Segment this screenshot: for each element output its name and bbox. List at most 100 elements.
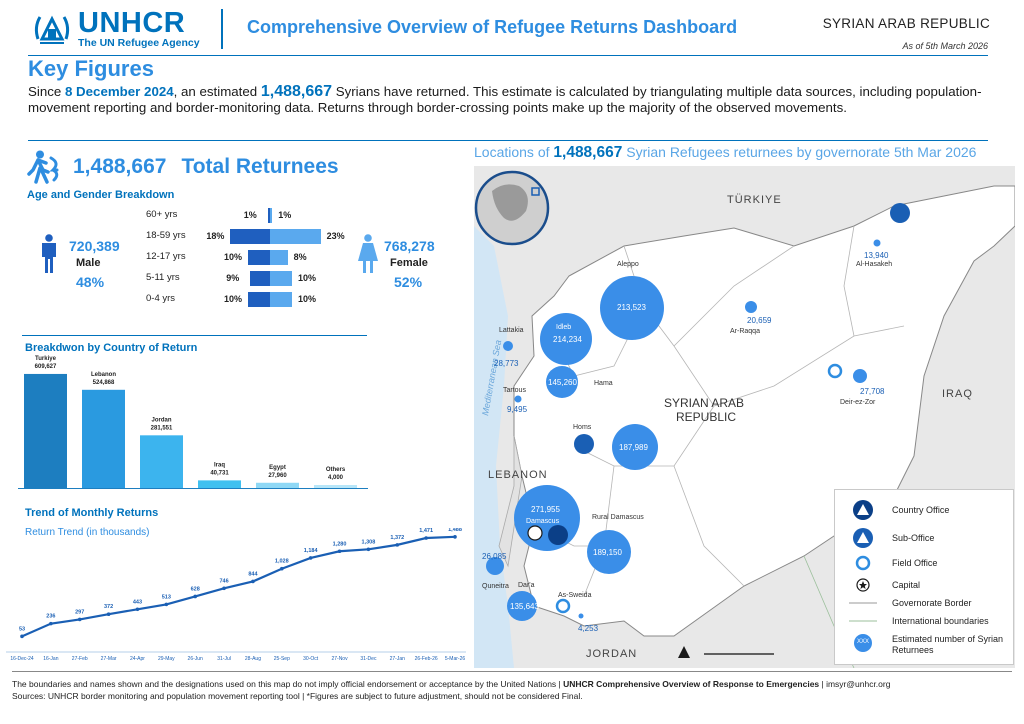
country-name-label: Lebanon (91, 372, 116, 378)
trend-point (135, 607, 140, 612)
footer-rule (12, 671, 1012, 672)
footer: The boundaries and names shown and the d… (12, 678, 890, 702)
male-summary: 720,389 Male 48% (34, 232, 134, 292)
map-title-part2: Syrian Refugees returnees by governorate… (622, 144, 977, 160)
footer-email: | imsyr@unhcr.org (819, 679, 891, 689)
deir-field-office-icon[interactable] (827, 363, 843, 379)
trend-point (49, 621, 53, 626)
total-number: 1,488,667 (73, 155, 167, 178)
bubble-hama[interactable] (546, 366, 578, 398)
country-name-label: Turkiye (35, 356, 57, 362)
trend-value-label: 53 (19, 626, 25, 632)
trend-value-label: 236 (46, 614, 55, 620)
female-label: Female (390, 257, 428, 269)
age-group-label: 18-59 yrs (146, 230, 186, 241)
age-group-label: 5-11 yrs (146, 272, 180, 283)
total-returnees: 1,488,667 Total Returnees (27, 150, 339, 184)
female-pct-label: 8% (293, 252, 307, 262)
male-bar (248, 250, 270, 265)
kf-text-part2: , an estimated (173, 84, 261, 99)
footer-bold: UNHCR Comprehensive Overview of Response… (563, 679, 820, 689)
trend-value-label: 628 (191, 586, 200, 592)
legend-field-office-icon (855, 555, 871, 571)
bubble-daraa[interactable] (507, 591, 537, 621)
trend-value-label: 1,308 (362, 539, 376, 545)
country-value-label: 609,627 (35, 364, 57, 370)
trend-x-tick-label: 30-Oct (303, 656, 319, 662)
legend-estimate-symbol: XXX (857, 639, 870, 645)
legend-field-office: Field Office (892, 558, 938, 568)
bubble-as-sweida[interactable] (578, 613, 584, 619)
bubble-rural-damascus[interactable] (587, 530, 631, 574)
female-pct-label: 10% (298, 294, 317, 304)
value-al-hasakeh: 13,940 (864, 251, 889, 260)
value-ar-raqqa: 20,659 (747, 316, 772, 325)
trend-x-tick-label: 28-Aug (245, 656, 261, 662)
header-rule (28, 55, 988, 56)
bubble-tartous[interactable] (514, 395, 522, 403)
north-arrow-icon (678, 646, 690, 658)
kf-text-part3: Syrians have returned. This estimate is … (28, 84, 982, 115)
trend-value-label: 1,471 (419, 528, 433, 534)
map-title-number: 1,488,667 (553, 144, 623, 161)
trend-line-chart: 53 16-Dec-24 236 16-Jan 297 27-Feb 372 27-Mar 44… (6, 528, 466, 662)
name-deir-ez-zor: Deir-ez-Zor (840, 399, 876, 406)
map-title: Locations of 1,488,667 Syrian Refugees r… (474, 144, 976, 162)
value-hama: 145,260 (548, 378, 577, 387)
trend-x-tick-label: 5-Mar-26 (445, 656, 466, 662)
female-pct-label: 10% (298, 273, 317, 283)
trend-point (77, 617, 82, 622)
hasakeh-sub-office-icon[interactable] (890, 203, 910, 223)
female-pct-label: 1% (278, 210, 292, 220)
map-legend: Country Office Sub-Office Field Office C… (834, 489, 1014, 665)
legend-capital: Capital (892, 580, 921, 590)
trend-x-tick-label: 27-Jan (390, 656, 406, 662)
legend-country-office: Country Office (892, 505, 950, 515)
bubble-homs[interactable] (612, 424, 658, 470)
map-canvas: TÜRKIYE IRAQ LEBANON JORDAN SYRIAN ARAB … (474, 166, 1015, 668)
female-bar (270, 229, 321, 244)
female-bar (270, 208, 273, 223)
trend-value-label: 443 (133, 599, 142, 605)
country-name-label: Iraq (214, 462, 225, 468)
name-al-hasakeh: Al-Hasakeh (856, 261, 892, 268)
male-pct-label: 1% (243, 210, 257, 220)
country-value-label: 4,000 (328, 475, 344, 481)
bubble-aleppo[interactable] (600, 276, 664, 340)
bubble-idleb[interactable] (540, 313, 592, 365)
sweida-field-office-icon[interactable] (555, 598, 571, 614)
bubble-lattakia[interactable] (503, 341, 513, 351)
kf-number: 1,488,667 (260, 83, 333, 100)
trend-point (308, 556, 313, 560)
bubble-al-hasakeh[interactable] (873, 239, 881, 247)
male-pct-label: 18% (206, 231, 225, 241)
key-figures-rule (28, 140, 988, 141)
male-bar (230, 229, 270, 244)
legend-bubble-icon (854, 634, 872, 652)
bubble-deir-ez-zor[interactable] (853, 369, 867, 383)
damascus-country-office-icon[interactable] (548, 525, 568, 545)
trend-value-label: 1,488 (448, 528, 462, 533)
bubble-ar-raqqa[interactable] (745, 301, 757, 313)
globe-land (492, 184, 528, 221)
male-bar (267, 208, 270, 223)
value-daraa: 135,643 (510, 602, 539, 611)
male-pct-label: 9% (226, 273, 240, 283)
age-group-label: 60+ yrs (146, 209, 178, 220)
trend-value-label: 746 (219, 578, 228, 584)
footer-line1: The boundaries and names shown and the d… (12, 678, 890, 690)
bubble-quneitra[interactable] (486, 557, 504, 575)
trend-point (20, 634, 24, 639)
trend-point (280, 566, 284, 571)
trend-point (337, 549, 342, 554)
female-summary: 768,278 Female 52% (355, 232, 465, 292)
value-idleb: 214,234 (553, 335, 582, 344)
value-as-sweida: 4,253 (578, 624, 599, 633)
age-group-label: 0-4 yrs (146, 293, 176, 304)
country-name-label: Egypt (269, 465, 286, 471)
homs-sub-office-icon[interactable] (574, 434, 594, 454)
key-figures-title: Key Figures (28, 56, 154, 81)
trend-x-tick-label: 16-Jan (43, 656, 59, 662)
age-rule (22, 335, 367, 336)
returnees-map[interactable]: TÜRKIYE IRAQ LEBANON JORDAN SYRIAN ARAB … (474, 166, 1015, 668)
